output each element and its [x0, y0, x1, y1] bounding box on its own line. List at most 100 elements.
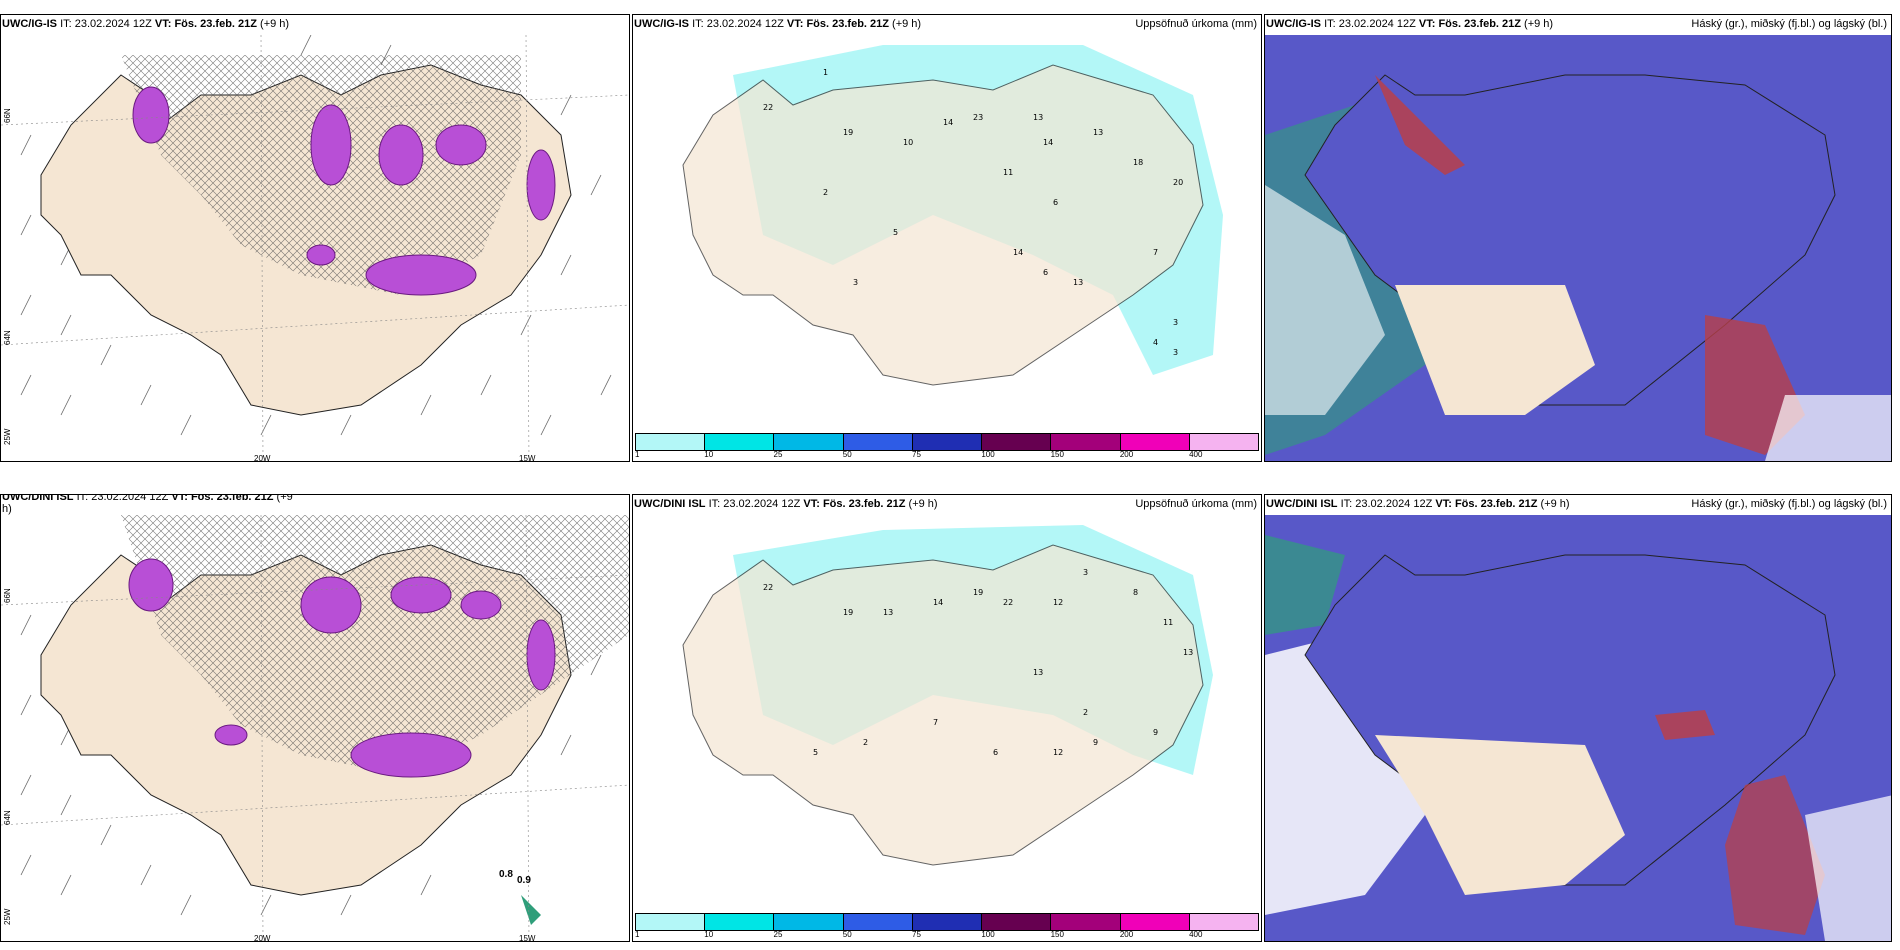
- colorbar-cells: [635, 433, 1259, 451]
- svg-text:9: 9: [1153, 728, 1158, 737]
- colorbar-label: 400: [1189, 930, 1203, 939]
- svg-text:18: 18: [1133, 158, 1143, 167]
- lon-label-25w: 25W: [3, 428, 12, 445]
- colorbar-labels: 1 10 25 50 75 100 150 200 400: [635, 930, 1259, 940]
- precip-wind-map: [1, 35, 629, 461]
- panel-title: UWC/IG-IS IT: 23.02.2024 12Z VT: Fös. 23…: [2, 18, 290, 30]
- colorbar-label: 400: [1189, 450, 1203, 459]
- panel-title: UWC/IG-IS IT: 23.02.2024 12Z VT: Fös. 23…: [1266, 18, 1554, 30]
- svg-text:11: 11: [1003, 168, 1013, 177]
- map-panel-topright: UWC/IG-IS IT: 23.02.2024 12Z VT: Fös. 23…: [1264, 14, 1892, 462]
- svg-text:19: 19: [843, 128, 853, 137]
- precip-patches: [128, 558, 556, 778]
- colorbar-cell: [774, 914, 844, 930]
- colorbar-cells: [635, 913, 1259, 931]
- colorbar-cell: [843, 914, 913, 930]
- svg-text:1: 1: [823, 68, 828, 77]
- panel-title: UWC/DINI ISL IT: 23.02.2024 12Z VT: Fös.…: [634, 498, 938, 510]
- colorbar-cell: [705, 914, 775, 930]
- colorbar-cell: [1120, 434, 1190, 450]
- svg-text:14: 14: [1013, 248, 1023, 257]
- svg-text:22: 22: [763, 103, 773, 112]
- colorbar-cell: [843, 434, 913, 450]
- svg-text:19: 19: [973, 588, 983, 597]
- panel-variable: Uppsöfnuð úrkoma (mm): [1135, 498, 1257, 510]
- colorbar-cell: [774, 434, 844, 450]
- svg-text:9: 9: [1093, 738, 1098, 747]
- map-panel-bottomright: UWC/DINI ISL IT: 23.02.2024 12Z VT: Fös.…: [1264, 494, 1892, 942]
- colorbar-cell: [982, 914, 1052, 930]
- svg-text:11: 11: [1163, 618, 1173, 627]
- map-panel-topleft: UWC/IG-IS IT: 23.02.2024 12Z VT: Fös. 23…: [0, 14, 630, 462]
- lon-label-15w: 15W: [519, 454, 536, 462]
- colorbar-label: 200: [1119, 450, 1134, 459]
- lon-label-20w: 20W: [254, 454, 271, 462]
- grid-lines: [1, 515, 629, 941]
- cloud-cover-map: [1265, 35, 1891, 461]
- svg-text:3: 3: [1173, 348, 1178, 357]
- colorbar-cell: [982, 434, 1052, 450]
- map-panel-bottommiddle: UWC/DINI ISL IT: 23.02.2024 12Z VT: Fös.…: [632, 494, 1262, 942]
- panel-title: UWC/DINI ISL IT: 23.02.2024 12Z VT: Fös.…: [1266, 498, 1570, 510]
- panel-variable: Háský (gr.), miðský (fj.bl.) og lágský (…: [1691, 18, 1887, 30]
- precip-values: 22 19 13 14 19 22 12 3 8 11 13 13 2 7 6 12 9 9 5 2: [763, 568, 1193, 757]
- svg-text:14: 14: [943, 118, 953, 127]
- colorbar-label: 200: [1119, 930, 1134, 939]
- lon-label-20w: 20W: [254, 934, 271, 942]
- colorbar-cell: [912, 914, 983, 930]
- panel-title: UWC/DINI ISL IT: 23.02.2024 12Z VT: Fös.…: [2, 494, 293, 503]
- svg-text:2: 2: [863, 738, 868, 747]
- svg-text:13: 13: [1093, 128, 1103, 137]
- svg-text:7: 7: [1153, 248, 1158, 257]
- svg-text:3: 3: [1173, 318, 1178, 327]
- svg-text:14: 14: [1043, 138, 1053, 147]
- map-panel-bottomleft: UWC/DINI ISL IT: 23.02.2024 12Z VT: Fös.…: [0, 494, 630, 942]
- colorbar-label: 10: [704, 930, 714, 939]
- lat-label-64n: 64N: [3, 810, 12, 825]
- map-panel-topmiddle: UWC/IG-IS IT: 23.02.2024 12Z VT: Fös. 23…: [632, 14, 1262, 462]
- colorbar: 1 10 25 50 75 100 150 200 400: [633, 913, 1261, 941]
- colorbar-cell: [912, 434, 983, 450]
- lat-label-66n: 66N: [3, 108, 12, 123]
- colorbar-cell: [1051, 914, 1121, 930]
- panel-title: UWC/IG-IS IT: 23.02.2024 12Z VT: Fös. 23…: [634, 18, 922, 30]
- svg-text:8: 8: [1133, 588, 1138, 597]
- panel-variable: Uppsöfnuð úrkoma (mm): [1135, 18, 1257, 30]
- svg-text:13: 13: [883, 608, 893, 617]
- colorbar-label: 1: [635, 450, 640, 459]
- colorbar-label: 50: [842, 930, 852, 939]
- colorbar-cell: [636, 914, 706, 930]
- land-iceland: [682, 544, 1204, 866]
- colorbar-cell: [636, 434, 706, 450]
- colorbar-cell: [1051, 434, 1121, 450]
- svg-text:10: 10: [903, 138, 913, 147]
- svg-text:2: 2: [1083, 708, 1088, 717]
- colorbar-label: 50: [842, 450, 852, 459]
- svg-text:12: 12: [1053, 598, 1063, 607]
- colorbar-label: 25: [773, 930, 783, 939]
- svg-text:22: 22: [1003, 598, 1013, 607]
- svg-text:20: 20: [1173, 178, 1183, 187]
- svg-text:6: 6: [993, 748, 998, 757]
- svg-text:12: 12: [1053, 748, 1063, 757]
- accum-precip-map: 22 19 13 14 19 22 12 3 8 11 13 13 2 7 6 12 9 9 5 2: [633, 515, 1261, 913]
- svg-text:6: 6: [1043, 268, 1048, 277]
- svg-text:7: 7: [933, 718, 938, 727]
- colorbar-labels: 1 10 25 50 75 100 150 200 400: [635, 450, 1259, 460]
- land-iceland: [682, 64, 1204, 386]
- lat-label-64n: 64N: [3, 330, 12, 345]
- colorbar-label: 150: [1050, 930, 1064, 939]
- colorbar-label: 75: [912, 930, 921, 939]
- obs-value: 0.9: [517, 875, 531, 886]
- colorbar-label: 150: [1050, 450, 1064, 459]
- svg-text:19: 19: [843, 608, 853, 617]
- svg-text:14: 14: [933, 598, 943, 607]
- colorbar-label: 100: [981, 450, 995, 459]
- svg-text:3: 3: [853, 278, 858, 287]
- precip-wind-map: [1, 515, 629, 941]
- colorbar-cell: [705, 434, 775, 450]
- panel-variable: Háský (gr.), miðský (fj.bl.) og lágský (…: [1691, 498, 1887, 510]
- obs-value: 0.8: [499, 869, 513, 880]
